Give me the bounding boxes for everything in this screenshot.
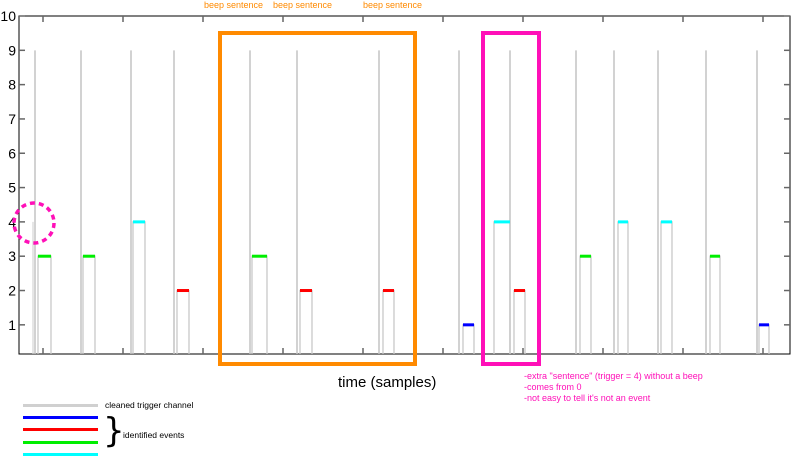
trigger-pulse: [176, 289, 190, 354]
trigger-pulse: [132, 221, 146, 354]
trigger-pulse: [82, 255, 96, 354]
trigger-pulse: [579, 255, 592, 354]
beep-sentence-box: [218, 31, 417, 366]
trigger-pulse: [660, 221, 673, 354]
extra-step-circle: [12, 201, 56, 245]
y-tick-label: 9: [8, 42, 16, 58]
y-tick-label: 6: [8, 145, 16, 161]
note-line-1: -extra "sentence" (trigger = 4) without …: [524, 371, 703, 381]
trigger-pulse: [709, 255, 721, 354]
trigger-pulse: [37, 255, 52, 354]
note-line-2: -comes from 0: [524, 382, 582, 392]
y-tick-label: 5: [8, 180, 16, 196]
trigger-pulse: [617, 221, 629, 354]
beep-sentence-label-1: beep sentence: [204, 0, 264, 10]
trigger-pulse: [758, 324, 770, 354]
legend-green-line: [23, 441, 98, 444]
legend-red-line: [23, 428, 98, 431]
legend-events-label: identified events: [123, 430, 185, 440]
extra-sentence-box: [481, 31, 541, 366]
legend-blue-line: [23, 416, 98, 419]
y-tick-label: 2: [8, 283, 16, 299]
note-line-3: -not easy to tell it's not an event: [524, 393, 651, 403]
brace-icon: }: [103, 411, 125, 451]
trigger-pulse: [299, 289, 313, 354]
y-tick-label: 7: [8, 111, 16, 127]
legend-trace-line: [23, 404, 98, 407]
trigger-pulse: [462, 324, 475, 354]
y-tick-label: 10: [0, 8, 16, 24]
y-tick-label: 4: [8, 214, 16, 230]
legend-cyan-line: [23, 453, 98, 456]
beep-sentence-label-2: beep sentence: [273, 0, 333, 10]
pink-note: -extra "sentence" (trigger = 4) without …: [524, 371, 703, 404]
trigger-pulse: [251, 255, 268, 354]
y-tick-label: 1: [8, 317, 16, 333]
beep-sentence-label-3: beep sentence: [363, 0, 423, 10]
trigger-pulse: [513, 289, 526, 354]
y-tick-label: 8: [8, 77, 16, 93]
trigger-pulse: [493, 221, 511, 354]
y-tick-label: 3: [8, 248, 16, 264]
legend-trace-label: cleaned trigger channel: [105, 400, 194, 410]
x-axis-label: time (samples): [338, 374, 437, 391]
plot-frame: [18, 15, 791, 355]
trigger-pulse: [382, 289, 395, 354]
